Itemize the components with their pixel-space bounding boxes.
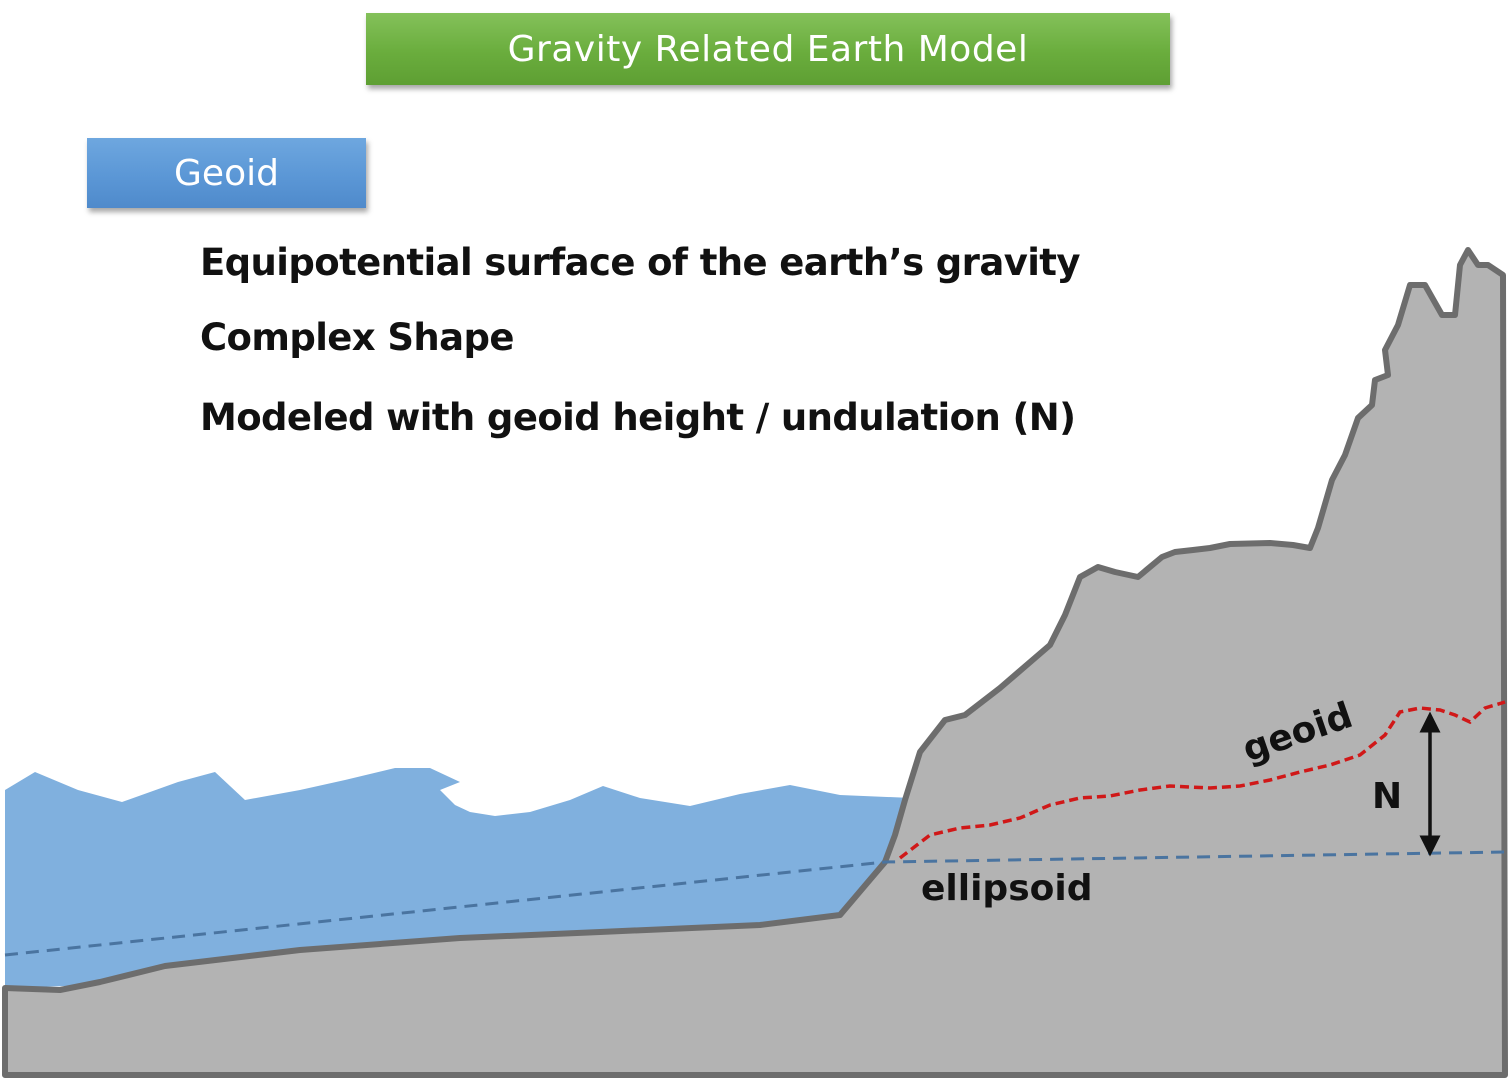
ellipsoid-line xyxy=(4,850,1506,957)
geoid-line xyxy=(898,700,1506,860)
bullet-equipotential: Equipotential surface of the earth’s gra… xyxy=(200,241,1081,284)
land-shape xyxy=(2,247,1508,1078)
bullet-complex-shape: Complex Shape xyxy=(200,316,514,359)
undulation-label: N xyxy=(1372,776,1402,817)
section-label-text: Geoid xyxy=(174,152,279,194)
ocean-shape xyxy=(5,768,912,988)
section-label-geoid: Geoid xyxy=(87,138,366,208)
ellipsoid-label: ellipsoid xyxy=(921,868,1092,909)
title-banner: Gravity Related Earth Model xyxy=(366,13,1170,85)
page-title: Gravity Related Earth Model xyxy=(507,28,1029,70)
bullet-geoid-height: Modeled with geoid height / undulation (… xyxy=(200,396,1076,439)
